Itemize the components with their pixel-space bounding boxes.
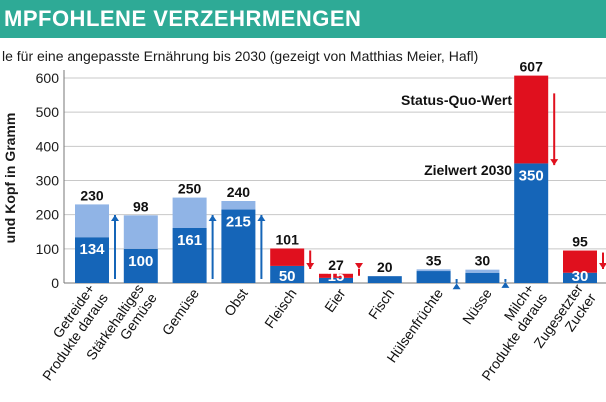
y-tick-label: 500 <box>36 104 60 120</box>
bar-status-quo <box>172 197 207 228</box>
data-label: 98 <box>133 198 149 214</box>
bar-inner-label: 100 <box>128 253 153 270</box>
x-tick-label: Eier <box>321 285 349 315</box>
bar-target <box>465 272 500 283</box>
data-label: 240 <box>227 184 251 200</box>
bar-inner-label: 15 <box>328 268 345 285</box>
data-label: 35 <box>426 252 442 268</box>
bar-status-quo <box>123 215 158 249</box>
bar-inner-label: 350 <box>519 167 544 184</box>
data-label: 95 <box>572 234 588 250</box>
data-label: 20 <box>377 259 393 275</box>
data-label: 30 <box>475 253 491 269</box>
bar-target <box>75 237 109 283</box>
bar-target <box>270 265 305 283</box>
arrow-head <box>452 283 461 290</box>
y-tick-label: 300 <box>36 173 60 189</box>
y-tick-label: 0 <box>51 275 59 291</box>
y-tick-label: 400 <box>36 138 60 154</box>
y-tick-label: 100 <box>36 241 60 257</box>
annotation-status-quo: Status-Quo-Wert <box>401 92 512 108</box>
bar-status-quo <box>514 75 549 164</box>
bar-status-quo <box>465 269 500 273</box>
data-label: 230 <box>80 187 104 203</box>
bar-inner-label: 30 <box>572 268 589 285</box>
x-tick-label: Gemüse <box>159 285 203 338</box>
arrow-head <box>355 263 363 269</box>
bar-target <box>416 271 451 283</box>
bar-inner-label: 134 <box>79 241 105 258</box>
bar-target <box>123 248 158 283</box>
data-label: 250 <box>178 181 202 197</box>
annotation-target: Zielwert 2030 <box>424 162 512 178</box>
bar-inner-label: 50 <box>279 268 296 285</box>
bar-status-quo <box>563 250 597 273</box>
data-label: 27 <box>328 257 344 273</box>
bar-status-quo <box>319 273 353 278</box>
y-axis-label: und Kopf in Gramm <box>2 113 18 244</box>
y-tick-label: 600 <box>36 70 60 86</box>
arrow-head <box>306 263 315 269</box>
arrow-head <box>208 215 217 221</box>
data-label: 607 <box>520 59 544 75</box>
arrow-head <box>501 281 510 288</box>
bar-status-quo <box>270 248 305 266</box>
arrow-head <box>599 263 606 269</box>
bar-target <box>367 276 402 283</box>
y-tick-label: 200 <box>36 207 60 223</box>
bar-status-quo <box>75 204 109 238</box>
bar-target <box>221 209 256 283</box>
bar-target <box>514 163 549 283</box>
bar-target <box>563 272 597 283</box>
bar-status-quo <box>416 269 451 272</box>
arrow-head <box>257 215 266 221</box>
x-tick-label: ZugesetzterZucker <box>530 281 599 360</box>
x-tick-label: Obst <box>221 285 251 318</box>
bar-target <box>319 277 353 283</box>
data-label: 101 <box>276 231 300 247</box>
chart-subtitle: le für eine angepasste Ernährung bis 203… <box>2 48 479 64</box>
arrow-head <box>550 159 559 166</box>
bar-inner-label: 215 <box>226 214 251 231</box>
bar-target <box>172 227 207 283</box>
page-title: MPFOHLENE VERZEHRMENGEN <box>4 6 362 31</box>
header-banner: MPFOHLENE VERZEHRMENGEN <box>0 0 606 38</box>
x-tick-label: Fleisch <box>261 286 300 332</box>
x-tick-label: Nüsse <box>459 285 495 327</box>
bar-inner-label: 161 <box>177 232 202 249</box>
x-tick-label: Fisch <box>365 286 397 323</box>
bar-status-quo <box>221 201 256 210</box>
arrow-head <box>111 215 119 221</box>
